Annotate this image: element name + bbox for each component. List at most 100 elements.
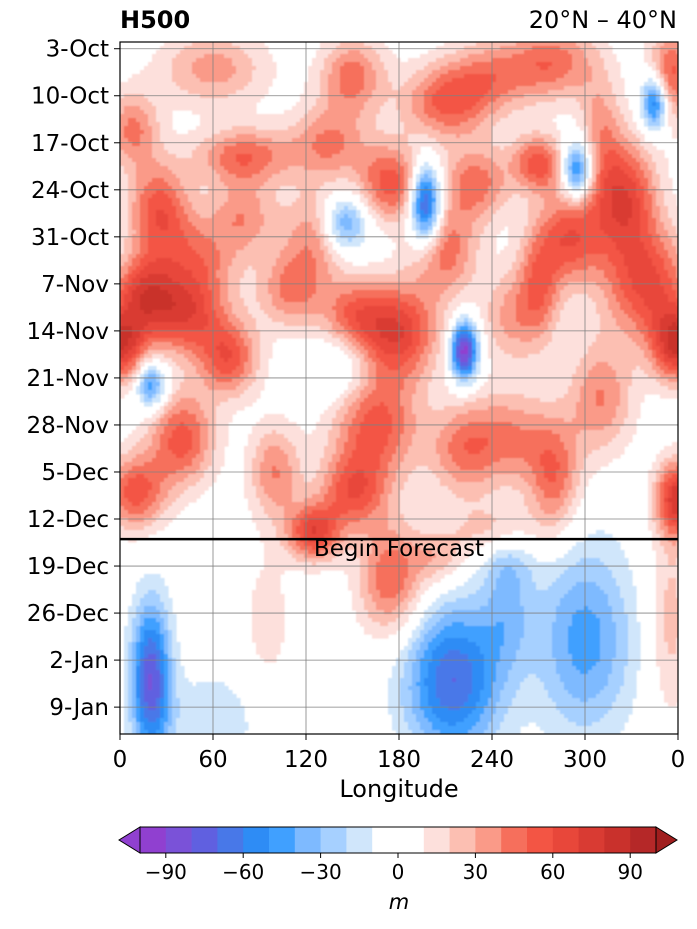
field-cell	[348, 138, 353, 143]
field-cell	[532, 70, 537, 75]
field-cell	[204, 162, 209, 167]
field-cell	[276, 166, 281, 171]
field-cell	[576, 102, 581, 107]
field-cell	[224, 74, 229, 79]
field-cell	[384, 98, 389, 103]
field-cell	[124, 98, 129, 103]
field-cell	[404, 70, 409, 75]
field-cell	[568, 54, 573, 59]
field-cell	[240, 194, 245, 199]
field-cell	[156, 82, 161, 87]
field-cell	[252, 198, 257, 203]
field-cell	[132, 158, 137, 163]
field-cell	[676, 130, 678, 135]
field-cell	[232, 198, 237, 203]
field-cell	[532, 158, 537, 163]
field-cell	[460, 126, 465, 131]
field-cell	[524, 78, 529, 83]
field-cell	[644, 158, 649, 163]
field-cell	[364, 118, 369, 123]
field-cell	[140, 182, 145, 187]
field-cell	[244, 170, 249, 175]
field-cell	[460, 70, 465, 75]
field-cell	[664, 198, 669, 203]
field-cell	[408, 186, 413, 191]
field-cell	[648, 46, 653, 51]
field-cell	[380, 98, 385, 103]
field-cell	[336, 130, 341, 135]
field-cell	[180, 62, 185, 67]
field-cell	[364, 46, 369, 51]
field-cell	[456, 178, 461, 183]
field-cell	[668, 46, 673, 51]
field-cell	[528, 126, 533, 131]
field-cell	[136, 174, 141, 179]
field-cell	[236, 50, 241, 55]
field-cell	[196, 182, 201, 187]
field-cell	[136, 98, 141, 103]
field-cell	[540, 90, 545, 95]
field-cell	[564, 54, 569, 59]
field-cell	[288, 118, 293, 123]
field-cell	[396, 58, 401, 63]
field-cell	[360, 122, 365, 127]
field-cell	[136, 106, 141, 111]
field-cell	[384, 142, 389, 147]
field-cell	[560, 98, 565, 103]
field-cell	[152, 122, 157, 127]
field-cell	[300, 118, 305, 123]
field-cell	[488, 162, 493, 167]
field-cell	[176, 46, 181, 51]
field-cell	[208, 122, 213, 127]
field-cell	[356, 102, 361, 107]
field-cell	[416, 58, 421, 63]
field-cell	[248, 114, 253, 119]
field-cell	[224, 114, 229, 119]
field-cell	[360, 86, 365, 91]
field-cell	[220, 150, 225, 155]
field-cell	[420, 178, 425, 183]
field-cell	[492, 166, 497, 171]
field-cell	[492, 42, 497, 47]
field-cell	[608, 90, 613, 95]
field-cell	[188, 98, 193, 103]
field-cell	[208, 106, 213, 111]
field-cell	[196, 66, 201, 71]
field-cell	[308, 154, 313, 159]
field-cell	[192, 134, 197, 139]
field-cell	[220, 194, 225, 199]
field-cell	[284, 146, 289, 151]
field-cell	[144, 114, 149, 119]
field-cell	[528, 174, 533, 179]
field-cell	[248, 58, 253, 63]
field-cell	[376, 78, 381, 83]
field-cell	[484, 98, 489, 103]
field-cell	[624, 174, 629, 179]
field-cell	[272, 154, 277, 159]
field-cell	[164, 86, 169, 91]
field-cell	[380, 54, 385, 59]
field-cell	[392, 90, 397, 95]
field-cell	[280, 138, 285, 143]
field-cell	[648, 94, 653, 99]
field-cell	[216, 134, 221, 139]
field-cell	[152, 154, 157, 159]
field-cell	[140, 90, 145, 95]
field-cell	[484, 70, 489, 75]
field-cell	[672, 58, 677, 63]
field-cell	[232, 50, 237, 55]
field-cell	[528, 50, 533, 55]
field-cell	[448, 78, 453, 83]
field-cell	[676, 114, 678, 119]
field-cell	[236, 54, 241, 59]
field-cell	[584, 82, 589, 87]
field-cell	[588, 194, 593, 199]
field-cell	[528, 190, 533, 195]
field-cell	[612, 198, 617, 203]
field-cell	[532, 138, 537, 143]
field-cell	[548, 50, 553, 55]
field-cell	[524, 178, 529, 183]
field-cell	[160, 174, 165, 179]
field-cell	[296, 102, 301, 107]
field-cell	[676, 78, 678, 83]
